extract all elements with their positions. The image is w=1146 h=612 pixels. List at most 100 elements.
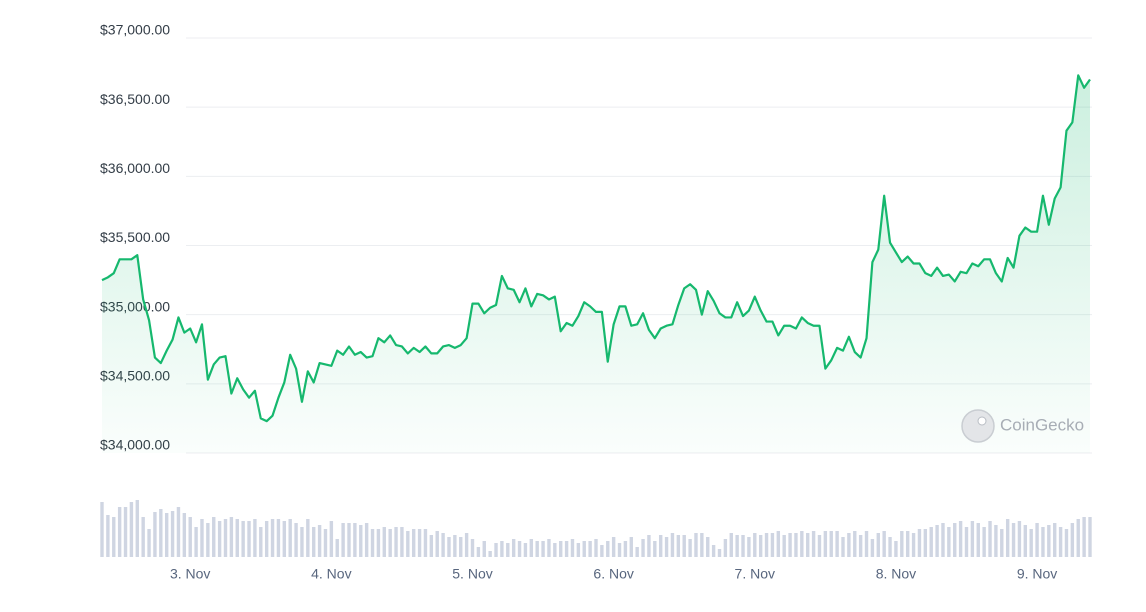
volume-bar [905, 531, 910, 557]
volume-bar [1011, 523, 1016, 557]
volume-bar [953, 523, 957, 557]
volume-bar [282, 521, 287, 557]
volume-bar [1017, 521, 1022, 557]
volume-bar [364, 523, 369, 557]
volume-bar [1047, 525, 1051, 557]
volume-bar [706, 537, 710, 557]
volume-bar [588, 541, 592, 557]
volume-bar [488, 551, 492, 557]
volume-bar [247, 521, 251, 557]
volume-bar [276, 519, 281, 557]
volume-bar [911, 533, 916, 557]
volume-bar [664, 537, 669, 557]
volume-bar [682, 535, 686, 557]
volume-bar [870, 539, 875, 557]
volume-bar [535, 541, 539, 557]
volume-bar [388, 529, 392, 557]
watermark-logo-eye [977, 416, 987, 426]
volume-bar [794, 533, 798, 557]
volume-bar [688, 539, 692, 557]
volume-bar [241, 521, 245, 557]
volume-bar [147, 529, 151, 557]
volume-bar [900, 531, 904, 557]
volume-bar [106, 515, 110, 557]
volume-bar [617, 543, 622, 557]
volume-bar [476, 547, 481, 557]
volume-bar [200, 519, 204, 557]
volume-bar [470, 539, 475, 557]
volume-bar [658, 535, 663, 557]
volume-bar [641, 539, 645, 557]
volume-bar [188, 517, 192, 557]
volume-bar [782, 535, 786, 557]
x-tick-label: 4. Nov [311, 566, 351, 582]
volume-bar [835, 531, 839, 557]
volume-bar [700, 533, 704, 557]
volume-bar [711, 545, 716, 557]
volume-bar [564, 541, 569, 557]
volume-bar [1064, 529, 1069, 557]
volume-bar [935, 525, 939, 557]
volume-bar [776, 531, 781, 557]
volume-bar [647, 535, 651, 557]
volume-bar [394, 527, 398, 557]
x-tick-label: 9. Nov [1017, 566, 1057, 582]
volume-bar [841, 537, 845, 557]
x-tick-label: 5. Nov [452, 566, 492, 582]
volume-bar [1005, 519, 1010, 557]
volume-bar [811, 531, 816, 557]
watermark-logo [961, 409, 995, 443]
volume-bar [1070, 523, 1075, 557]
volume-bar [482, 541, 486, 557]
watermark-text: CoinGecko [1000, 415, 1084, 434]
volume-bar [541, 541, 545, 557]
volume-bar [212, 517, 216, 557]
volume-bar [441, 533, 445, 557]
volume-bar [382, 527, 386, 557]
volume-bar [511, 539, 516, 557]
volume-bar [523, 543, 528, 557]
y-tick-label: $36,000.00 [100, 160, 170, 176]
volume-bar [312, 527, 316, 557]
volume-bar [153, 512, 157, 557]
volume-bar [300, 527, 304, 557]
volume-bar [694, 533, 698, 557]
volume-bar [259, 527, 263, 557]
volume-bar [170, 511, 175, 557]
volume-bar [112, 517, 116, 557]
volume-bar [823, 531, 828, 557]
volume-bar [335, 539, 339, 557]
volume-bar [600, 545, 604, 557]
volume-bar [141, 517, 145, 557]
volume-bar [317, 525, 322, 557]
x-tick-label: 7. Nov [735, 566, 775, 582]
x-tick-label: 8. Nov [876, 566, 916, 582]
volume-bar [417, 529, 422, 557]
volume-bar [159, 509, 163, 557]
volume-bar [676, 535, 681, 557]
volume-bar [306, 519, 310, 557]
volume-bar [264, 521, 269, 557]
volume-bar [629, 537, 633, 557]
volume-bar [723, 539, 728, 557]
volume-bar [606, 541, 610, 557]
volume-bar [411, 529, 416, 557]
volume-bar [788, 533, 792, 557]
volume-bar [494, 543, 498, 557]
volume-bar [958, 521, 963, 557]
volume-bar [888, 537, 892, 557]
volume-bar [853, 531, 857, 557]
volume-bar [341, 523, 345, 557]
volume-bar [353, 523, 357, 557]
volume-bar [717, 549, 722, 557]
volume-bar [764, 533, 769, 557]
volume-bar [635, 547, 639, 557]
volume-bar [800, 531, 804, 557]
volume-bar [670, 533, 675, 557]
volume-bar [217, 521, 222, 557]
volume-bar [329, 521, 334, 557]
volume-bar [941, 523, 945, 557]
volume-bar [894, 541, 898, 557]
volume-bar [653, 541, 657, 557]
volume-bar [576, 543, 581, 557]
